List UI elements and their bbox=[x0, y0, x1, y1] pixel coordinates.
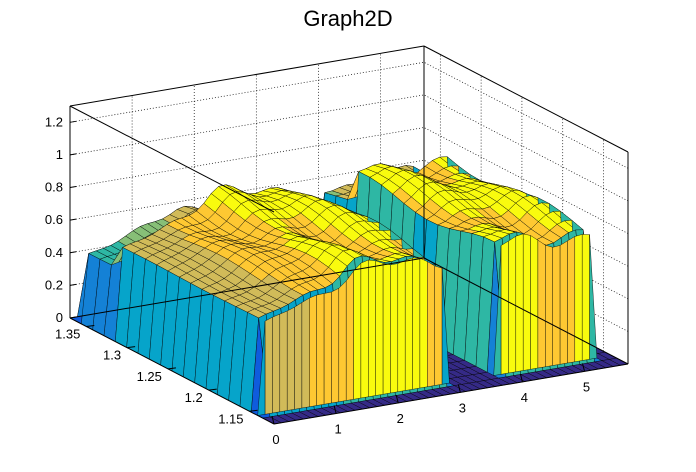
y-tick-mark-2 bbox=[167, 367, 176, 370]
surface-wall bbox=[545, 244, 553, 368]
surface-wall bbox=[353, 262, 362, 400]
z-tick-mark-1 bbox=[69, 283, 77, 286]
y-tick-mark-0 bbox=[86, 324, 95, 327]
box-edge-6 bbox=[69, 257, 425, 319]
y-tick-label-1: 1.3 bbox=[103, 348, 121, 363]
surface-wall bbox=[346, 270, 354, 401]
box-edge-1 bbox=[69, 45, 425, 107]
surface-wall bbox=[427, 261, 435, 388]
z-tick-label-3: 0.6 bbox=[45, 212, 63, 227]
x-tick-label-2: 2 bbox=[397, 411, 404, 426]
surface-wall bbox=[264, 316, 273, 415]
y-tick-label-0: 1.35 bbox=[55, 326, 80, 341]
x-tick-mark-3 bbox=[457, 384, 461, 393]
surface-wall bbox=[301, 297, 310, 409]
x-tick-label-3: 3 bbox=[459, 400, 466, 415]
x-tick-mark-4 bbox=[519, 373, 523, 383]
surface-wall bbox=[559, 240, 568, 365]
z-tick-mark-3 bbox=[69, 218, 77, 221]
surface-wall bbox=[390, 263, 398, 394]
x-tick-mark-1 bbox=[333, 405, 337, 414]
surface-wall bbox=[537, 239, 546, 369]
z-tick-label-2: 0.4 bbox=[45, 245, 63, 260]
z-tick-mark-5 bbox=[69, 153, 77, 156]
z-gridline-6 bbox=[69, 61, 629, 169]
box-edge-3 bbox=[423, 45, 629, 153]
y-tick-mark-4 bbox=[249, 409, 258, 412]
x-tick-mark-2 bbox=[395, 394, 399, 404]
z-tick-label-1: 0.2 bbox=[45, 277, 63, 292]
box-edge-5 bbox=[69, 105, 275, 213]
surface-wall bbox=[434, 265, 443, 386]
surface-wall bbox=[360, 259, 369, 399]
surface-wall bbox=[309, 294, 317, 408]
surface-wall bbox=[294, 302, 303, 410]
y-tick-mark-1 bbox=[127, 346, 136, 349]
y-tick-label-3: 1.2 bbox=[185, 390, 203, 405]
surface-wall bbox=[375, 260, 384, 396]
surface-wall bbox=[316, 293, 325, 406]
x-tick-label-0: 0 bbox=[272, 432, 279, 447]
z-tick-label-4: 0.8 bbox=[45, 180, 63, 195]
y-tick-label-4: 1.15 bbox=[218, 411, 243, 426]
surface-wall bbox=[500, 240, 509, 375]
box-edge-7 bbox=[423, 257, 629, 365]
y-tick-label-2: 1.25 bbox=[137, 369, 162, 384]
x-tick-mark-0 bbox=[271, 415, 275, 425]
front-axis-1 bbox=[273, 363, 629, 425]
z-tick-mark-6 bbox=[69, 120, 77, 123]
surface-wall bbox=[405, 257, 413, 391]
x-tick-label-1: 1 bbox=[334, 421, 341, 436]
surface-wall bbox=[368, 259, 376, 398]
surface-wall bbox=[323, 291, 332, 405]
surface-wall bbox=[567, 236, 575, 364]
surface-wall bbox=[287, 306, 295, 411]
chart-title: Graph2D bbox=[303, 6, 392, 31]
z-tick-label-0: 0 bbox=[56, 310, 63, 325]
x-tick-mark-5 bbox=[582, 363, 586, 372]
surface-wall bbox=[515, 233, 524, 373]
y-tick-mark-3 bbox=[208, 388, 217, 391]
z-tick-mark-4 bbox=[69, 186, 77, 189]
z-tick-label-6: 1.2 bbox=[45, 114, 63, 129]
z-tick-mark-2 bbox=[69, 251, 77, 254]
z-tick-label-5: 1 bbox=[56, 147, 63, 162]
surface-wall bbox=[589, 234, 598, 360]
surface-wall bbox=[552, 245, 561, 366]
surface-wall bbox=[338, 280, 347, 403]
z-tick-mark-0 bbox=[69, 316, 77, 319]
surface-wall bbox=[272, 313, 280, 414]
surface-wall bbox=[382, 263, 391, 395]
surface-wall bbox=[530, 235, 539, 370]
surface-wall bbox=[397, 260, 406, 393]
x-tick-label-5: 5 bbox=[583, 379, 590, 394]
surface-wall bbox=[279, 310, 288, 413]
surface-wall bbox=[412, 257, 421, 390]
x-tick-label-4: 4 bbox=[521, 390, 528, 405]
surface-wall bbox=[419, 257, 428, 389]
surface-wall bbox=[331, 287, 339, 404]
surface-wall bbox=[574, 234, 583, 363]
surface-wall bbox=[523, 233, 531, 371]
surface-wall bbox=[441, 268, 450, 385]
front-axis-0 bbox=[69, 317, 275, 425]
